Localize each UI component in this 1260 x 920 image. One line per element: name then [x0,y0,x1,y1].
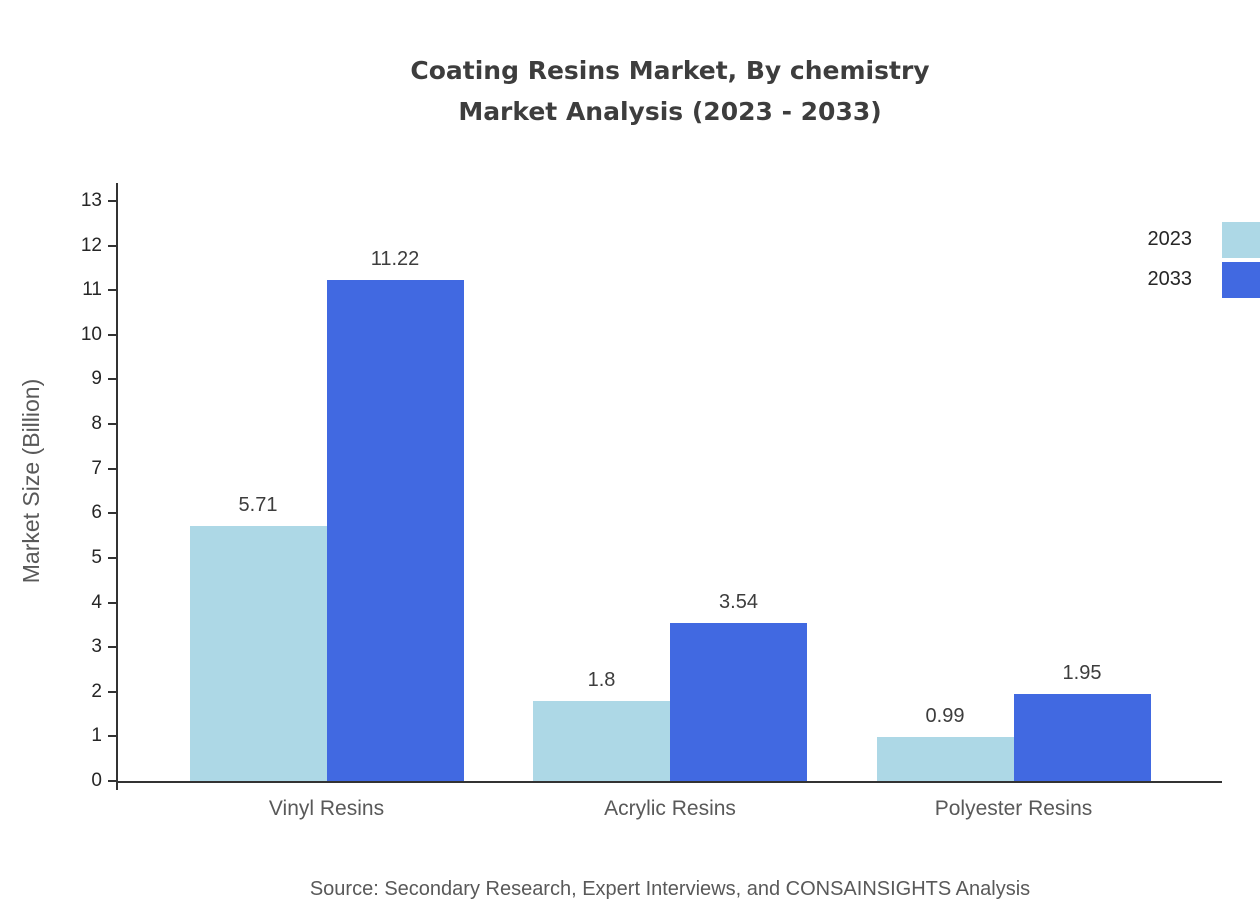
bar-value-label: 1.95 [1062,662,1102,684]
y-tick-mark [108,289,116,292]
legend-label: 2033 [1147,268,1193,290]
y-tick-mark [108,646,116,649]
y-tick-mark [108,423,116,426]
y-tick-label: 9 [91,368,102,390]
bar [876,736,1014,781]
y-tick-label: 5 [91,546,102,568]
y-tick-label: 1 [91,725,102,747]
x-axis-line [116,781,1222,783]
legend-label: 2023 [1147,228,1193,250]
y-axis-line [116,183,118,790]
y-tick-label: 11 [82,279,102,301]
y-tick-mark [108,556,116,559]
bar-value-label: 5.71 [238,494,278,517]
x-category-label: Polyester Resins [934,797,1093,820]
y-tick-mark [108,690,116,693]
y-tick-mark [108,601,116,604]
y-tick-mark [108,467,116,470]
y-tick-label: 6 [91,502,102,524]
y-tick-label: 7 [91,457,102,479]
chart-title-line1: Coating Resins Market, By chemistry [410,56,930,85]
y-tick-mark [108,378,116,381]
bar-value-label: 3.54 [719,591,758,614]
legend-swatch [1222,262,1260,298]
y-tick-label: 8 [91,413,102,435]
y-tick-mark [108,244,116,247]
source-note: Source: Secondary Research, Expert Inter… [309,878,1031,900]
y-tick-label: 10 [80,323,102,345]
bar [670,623,807,781]
bar [326,280,464,781]
bar-value-label: 11.22 [370,248,420,271]
bar [189,526,327,781]
bar-value-label: 1.8 [587,668,616,691]
y-tick-mark [108,512,116,515]
x-category-label: Vinyl Resins [268,797,385,820]
bar [533,700,670,781]
y-tick-label: 3 [91,636,102,658]
y-tick-mark [108,200,116,202]
y-tick-mark [108,735,116,738]
y-tick-label: 12 [80,234,102,256]
bar-value-label: 0.99 [925,704,965,727]
y-tick-label: 2 [91,680,102,702]
y-tick-label: 13 [80,190,102,211]
y-tick-mark [108,333,116,336]
chart-title: Coating Resins Market, By chemistry Mark… [118,50,1222,132]
chart-title-line2: Market Analysis (2023 - 2033) [458,97,882,126]
bar [1013,694,1151,781]
y-tick-label: 0 [91,770,102,791]
y-tick-label: 4 [91,591,102,613]
x-category-label: Acrylic Resins [604,797,736,820]
legend-swatch [1222,222,1260,258]
y-tick-mark [108,780,116,782]
